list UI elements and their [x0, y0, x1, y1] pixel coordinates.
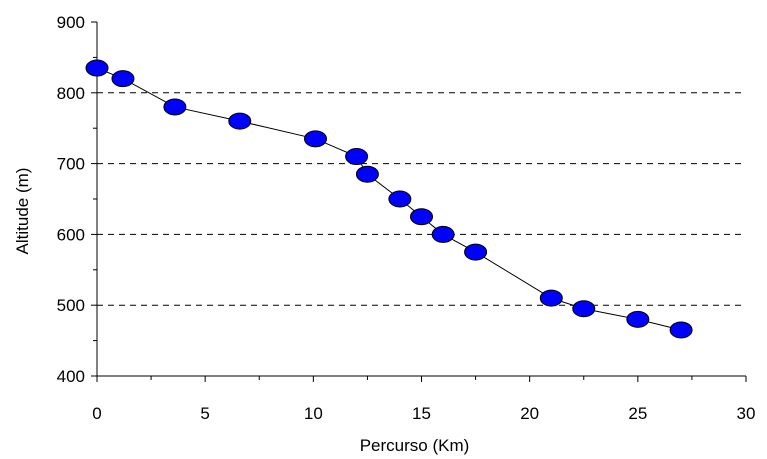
x-tick-label: 15	[412, 404, 431, 423]
x-tick-label: 30	[737, 404, 756, 423]
data-point	[539, 289, 563, 307]
y-tick-label: 900	[57, 13, 85, 32]
y-tick-label: 800	[57, 84, 85, 103]
data-point	[355, 165, 379, 183]
x-tick-label: 25	[628, 404, 647, 423]
grid-lines	[97, 92, 746, 306]
y-tick-label: 700	[57, 155, 85, 174]
y-tick-label: 500	[57, 296, 85, 315]
data-point	[431, 225, 455, 243]
y-tick-label: 400	[57, 367, 85, 386]
x-tick-label: 0	[92, 404, 101, 423]
x-axis-title: Percurso (Km)	[360, 436, 470, 455]
axis-ticks: 400 500 600 700 800 900 0 5 10 15 20 25 30	[57, 13, 756, 423]
data-point	[345, 148, 369, 166]
y-tick-label: 600	[57, 225, 85, 244]
data-point	[626, 310, 650, 328]
axes	[96, 22, 746, 377]
data-point	[85, 59, 109, 77]
x-tick-label: 5	[200, 404, 209, 423]
x-tick-label: 10	[304, 404, 323, 423]
x-tick-label: 20	[520, 404, 539, 423]
data-point	[410, 208, 433, 226]
y-axis-title: Altitude (m)	[13, 168, 32, 255]
data-point	[572, 300, 596, 318]
data-point	[163, 98, 187, 116]
data-point	[388, 190, 412, 208]
series-layer	[85, 59, 693, 339]
data-point	[228, 112, 252, 130]
data-point	[111, 70, 135, 88]
data-point	[669, 321, 693, 339]
data-point	[464, 243, 488, 261]
data-point	[303, 130, 327, 148]
